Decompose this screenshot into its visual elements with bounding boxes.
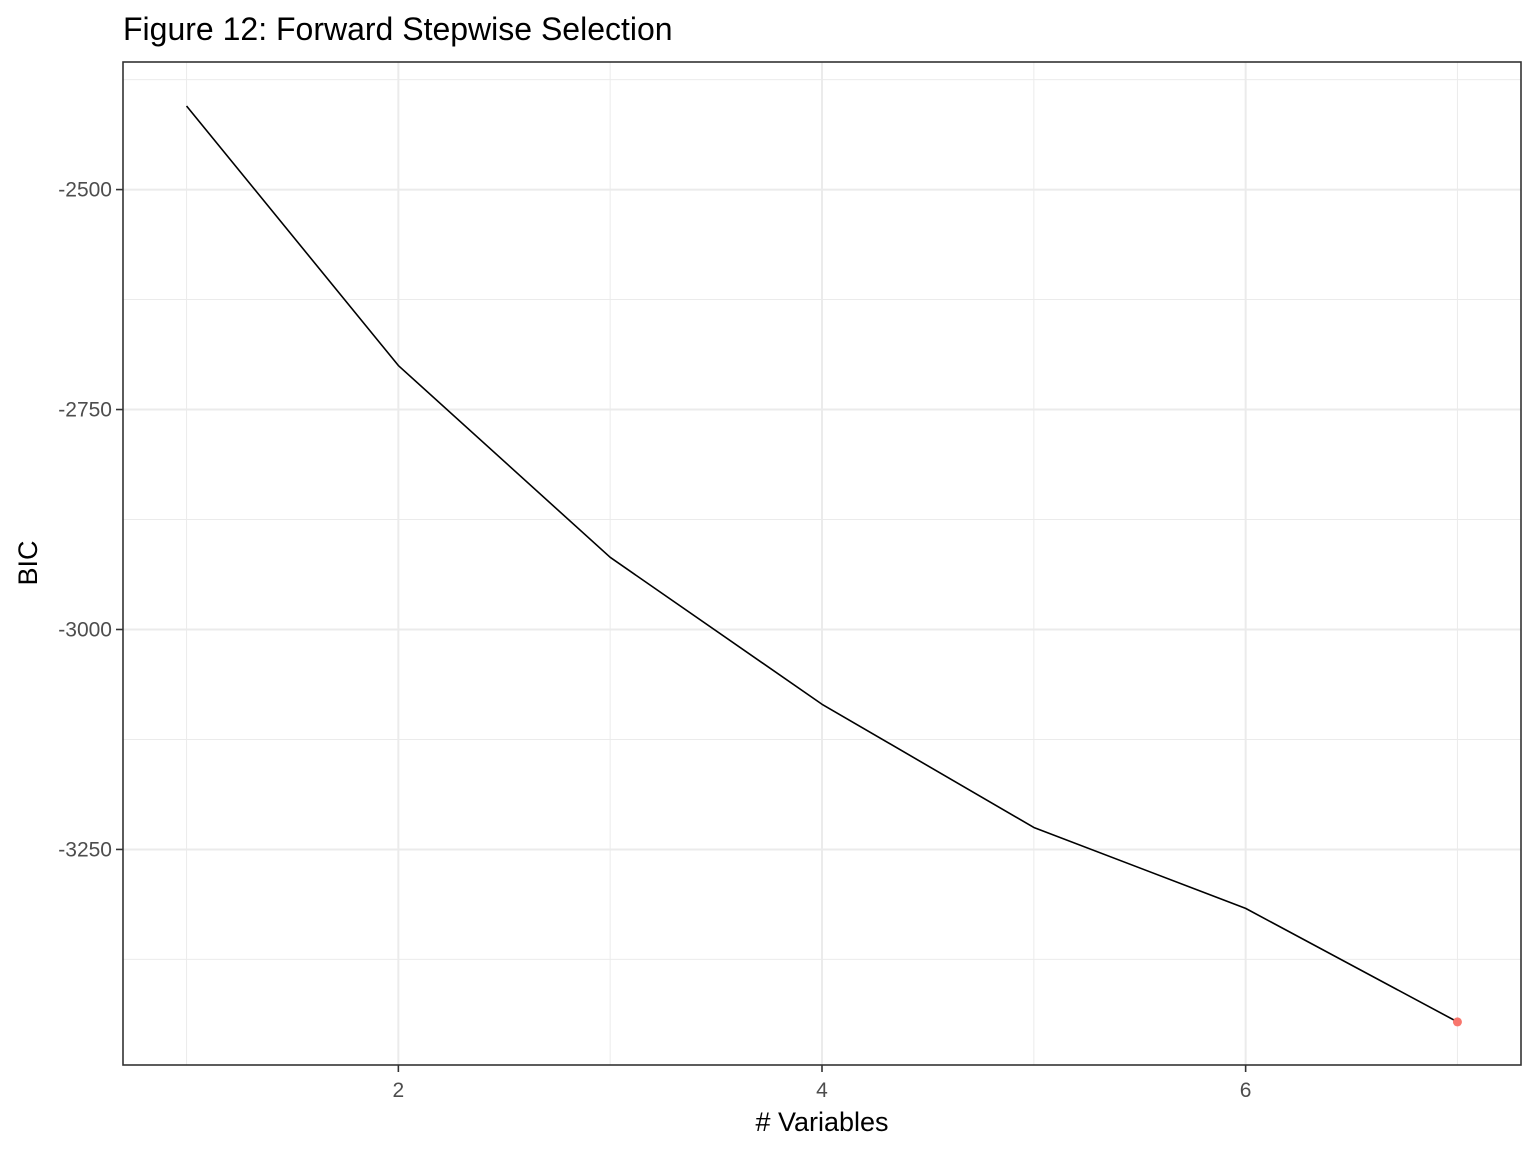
y-tick-label: -3000 <box>58 618 112 641</box>
x-axis: 2 4 6 <box>393 1065 1252 1102</box>
y-axis: -2500 -2750 -3000 -3250 <box>58 179 123 861</box>
highlight-point <box>1452 1017 1462 1027</box>
x-tick-label: 6 <box>1240 1079 1252 1102</box>
x-axis-title: # Variables <box>755 1107 888 1137</box>
plot-series <box>185 105 1462 1027</box>
y-tick-label: -3250 <box>58 838 112 861</box>
chart-title: Figure 12: Forward Stepwise Selection <box>123 11 673 47</box>
x-tick-label: 4 <box>816 1079 828 1102</box>
y-tick-label: -2500 <box>58 179 112 202</box>
series-line <box>185 105 1458 1023</box>
y-tick-label: -2750 <box>58 399 112 422</box>
y-axis-title: BIC <box>13 540 43 585</box>
major-gridlines <box>123 62 1521 1065</box>
x-tick-label: 2 <box>393 1079 405 1102</box>
